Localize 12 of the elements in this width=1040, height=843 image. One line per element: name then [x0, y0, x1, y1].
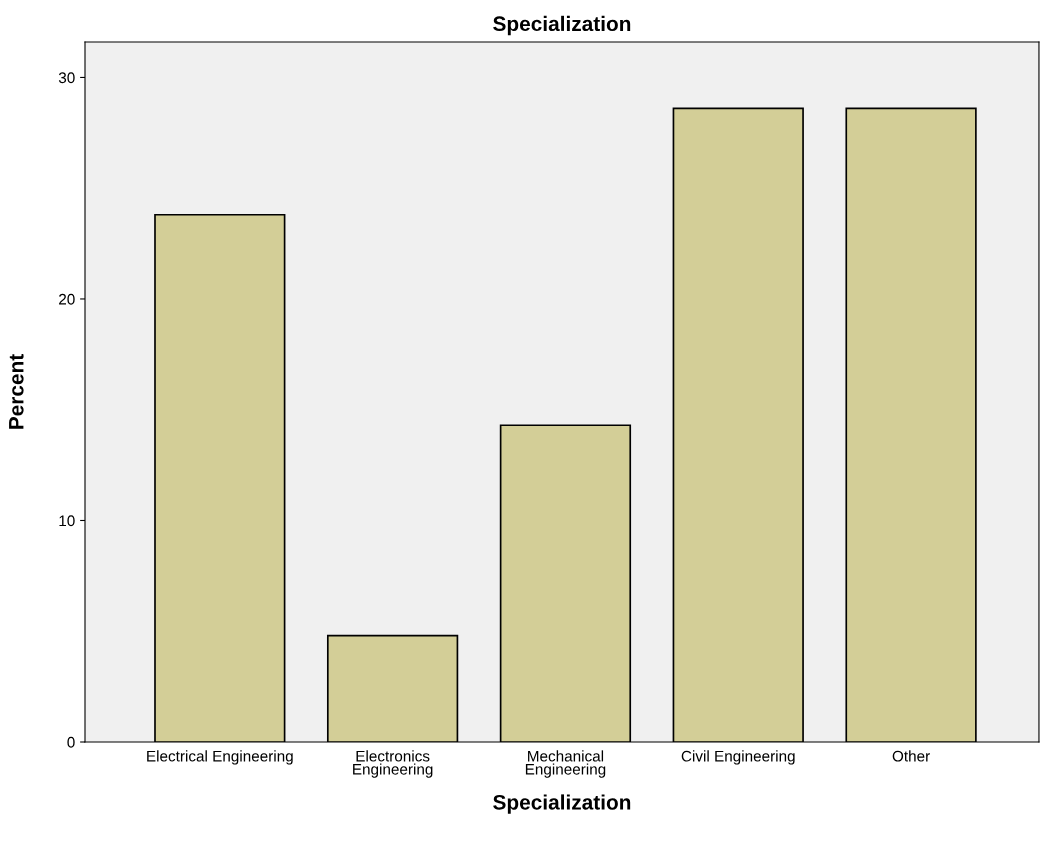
x-axis-title: Specialization [493, 794, 631, 814]
y-tick-label: 30 [58, 72, 75, 84]
x-tick-label: Civil Engineering [681, 750, 795, 765]
y-axis-title: Percent [9, 354, 24, 429]
x-tick-label: Electronics Engineering [353, 750, 433, 778]
x-tick-label: Mechanical Engineering [525, 750, 606, 778]
y-tick-label: 10 [59, 515, 75, 527]
y-tick-label: 20 [59, 293, 75, 305]
chart-title: Specialization [493, 15, 631, 36]
x-tick-label: Electrical Engineering [147, 750, 293, 765]
y-tick-label: 0 [67, 736, 75, 748]
x-tick-label: Other [892, 750, 930, 762]
